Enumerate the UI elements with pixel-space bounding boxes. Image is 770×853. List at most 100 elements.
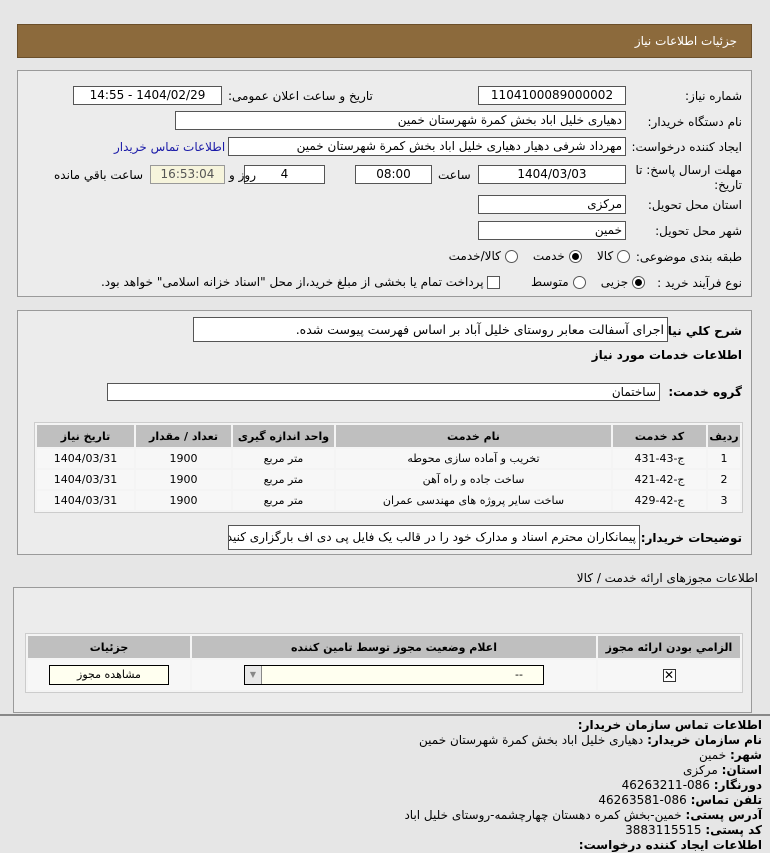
deadline-label: مهلت ارسال پاسخ: تا تاریخ: (635, 163, 742, 192)
cell-qty: 1900 (136, 449, 231, 468)
col-name: نام خدمت (336, 425, 611, 447)
licenses-table: الزامي بودن ارائه مجوز اعلام وضعیت مجوز … (25, 633, 743, 693)
cell-qty: 1900 (136, 491, 231, 510)
services-table: ردیف کد خدمت نام خدمت واحد اندازه گیری ت… (34, 422, 743, 513)
treasury-payment-note: پرداخت تمام یا بخشی از مبلغ خرید،از محل … (100, 275, 484, 289)
cell-unit: متر مربع (233, 470, 334, 489)
col-date: تاریخ نیاز (37, 425, 134, 447)
cell-code: ج-42-421 (613, 470, 706, 489)
table-row: ✕ -- ▼ مشاهده مجوز (28, 660, 740, 690)
radio-service-label: خدمت (532, 249, 565, 263)
table-row: 2 ج-42-421 ساخت جاده و راه آهن متر مربع 1900… (37, 470, 740, 489)
contact-phone-label: تلفن تماس: (690, 793, 762, 807)
cell-unit: متر مربع (233, 449, 334, 468)
service-group-field: ساختمان (107, 383, 660, 401)
page-title: جزئیات اطلاعات نیاز (634, 34, 737, 48)
province-field[interactable]: مرکزی (478, 195, 626, 214)
checked-box-icon: ✕ (662, 667, 676, 682)
radio-medium[interactable] (572, 276, 586, 289)
divider (0, 714, 770, 716)
cell-details: مشاهده مجوز (28, 660, 190, 690)
need-number-field[interactable]: 1104100089000002 (478, 86, 626, 105)
cell-unit: متر مربع (233, 491, 334, 510)
table-header-row: ردیف کد خدمت نام خدمت واحد اندازه گیری ت… (37, 425, 740, 447)
contact-address: خمین-بخش کمره دهستان چهارچشمه-روستای خلی… (404, 808, 682, 822)
col-row: ردیف (708, 425, 740, 447)
days-field[interactable]: 4 (244, 165, 325, 184)
view-license-button[interactable]: مشاهده مجوز (49, 665, 169, 685)
category-label: طبقه بندی موضوعی: (635, 250, 742, 264)
col-qty: تعداد / مقدار (136, 425, 231, 447)
col-code: کد خدمت (613, 425, 706, 447)
cell-row: 2 (708, 470, 740, 489)
cell-date: 1404/03/31 (37, 470, 134, 489)
radio-service[interactable] (568, 250, 582, 263)
province-label: استان محل تحویل: (647, 198, 742, 212)
radio-goods-service-label: کالا/خدمت (448, 249, 501, 263)
city-field[interactable]: خمین (478, 221, 626, 240)
cell-name: تخریب و آماده سازی محوطه (336, 449, 611, 468)
col-unit: واحد اندازه گیری (233, 425, 334, 447)
deadline-date-field[interactable]: 1404/03/03 (478, 165, 626, 184)
buyer-org-field[interactable]: دهیاری خلیل اباد بخش کمرة شهرستان خمین (175, 111, 626, 130)
radio-goods-service[interactable] (504, 250, 518, 263)
cell-row: 1 (708, 449, 740, 468)
radio-minor-label: جزیی (600, 275, 629, 289)
cell-name: ساخت جاده و راه آهن (336, 470, 611, 489)
service-group-label: گروه خدمت: (668, 385, 742, 399)
city-label: شهر محل تحویل: (655, 224, 742, 238)
cell-required: ✕ (598, 660, 740, 690)
buyer-contact-link[interactable]: اطلاعات تماس خریدار (114, 140, 226, 154)
remaining-label: ساعت باقي مانده (54, 168, 144, 182)
table-row: 1 ج-43-431 تخریب و آماده سازی محوطه متر مرب… (37, 449, 740, 468)
contact-address-label: آدرس پستی: (685, 808, 762, 822)
time-label: ساعت (438, 168, 471, 182)
radio-goods[interactable] (617, 250, 630, 263)
table-row: 3 ج-42-429 ساخت سایر پروژه های مهندسی عمرا… (37, 491, 740, 510)
cell-status: -- ▼ (192, 660, 596, 690)
cell-name: ساخت سایر پروژه های مهندسی عمران (336, 491, 611, 510)
contact-postal: 3883115515 (625, 823, 702, 837)
licenses-title: اطلاعات مجوزهای ارائه خدمت / کالا (576, 571, 758, 585)
license-status-value: -- (515, 668, 523, 681)
radio-medium-label: متوسط (530, 275, 569, 289)
radio-goods-label: کالا (596, 249, 614, 263)
description-field: اجرای آسفالت معابر روستای خلیل آباد بر ا… (193, 317, 668, 342)
days-label: روز و (229, 168, 256, 182)
cell-date: 1404/03/31 (37, 491, 134, 510)
contact-phone: 086-46263581 (598, 793, 687, 807)
cell-code: ج-43-431 (613, 449, 706, 468)
chevron-down-icon[interactable]: ▼ (245, 666, 262, 684)
cell-code: ج-42-429 (613, 491, 706, 510)
remaining-time-field: 16:53:04 (150, 165, 225, 184)
creator-info-title: اطلاعات ایجاد کننده درخواست: (578, 838, 762, 852)
buyer-contact-info: اطلاعات تماس سازمان خریدار: نام سازمان خ… (42, 718, 762, 853)
contact-title: اطلاعات تماس سازمان خریدار: (577, 718, 762, 732)
contact-fax-label: دورنگار: (713, 778, 762, 792)
col-license-status: اعلام وضعیت مجوز توسط تامین کننده (192, 636, 596, 658)
col-license-required: الزامي بودن ارائه مجوز (598, 636, 740, 658)
col-details: جزئیات (28, 636, 190, 658)
contact-province-label: استان: (721, 763, 762, 777)
need-number-label: شماره نیاز: (685, 89, 742, 103)
contact-postal-label: کد پستی: (705, 823, 762, 837)
description-label: شرح کلي نياز: (656, 324, 742, 338)
announce-label: تاریخ و ساعت اعلان عمومی: (228, 89, 373, 103)
process-label: نوع فرآیند خرید : (657, 276, 742, 290)
treasury-payment-checkbox[interactable] (487, 276, 501, 289)
category-radio-group: کالا خدمت کالا/خدمت (449, 249, 630, 263)
cell-qty: 1900 (136, 470, 231, 489)
contact-city-label: شهر: (730, 748, 762, 762)
contact-org-label: نام سازمان خریدار: (647, 733, 762, 747)
buyer-notes-field: پیمانکاران محترم اسناد و مدارک خود را در… (228, 525, 640, 550)
license-status-select[interactable]: -- ▼ (244, 665, 544, 685)
creator-field[interactable]: مهرداد شرفی دهیار دهیاری خلیل اباد بخش ک… (228, 137, 626, 156)
announce-field[interactable]: 1404/02/29 - 14:55 (73, 86, 222, 105)
contact-province: مرکزی (683, 763, 718, 777)
contact-city: خمین (699, 748, 727, 762)
radio-minor[interactable] (632, 276, 645, 289)
contact-org: دهیاری خلیل اباد بخش کمرة شهرستان خمین (419, 733, 644, 747)
deadline-time-field[interactable]: 08:00 (355, 165, 432, 184)
cell-row: 3 (708, 491, 740, 510)
contact-fax: 086-46263211 (621, 778, 710, 792)
